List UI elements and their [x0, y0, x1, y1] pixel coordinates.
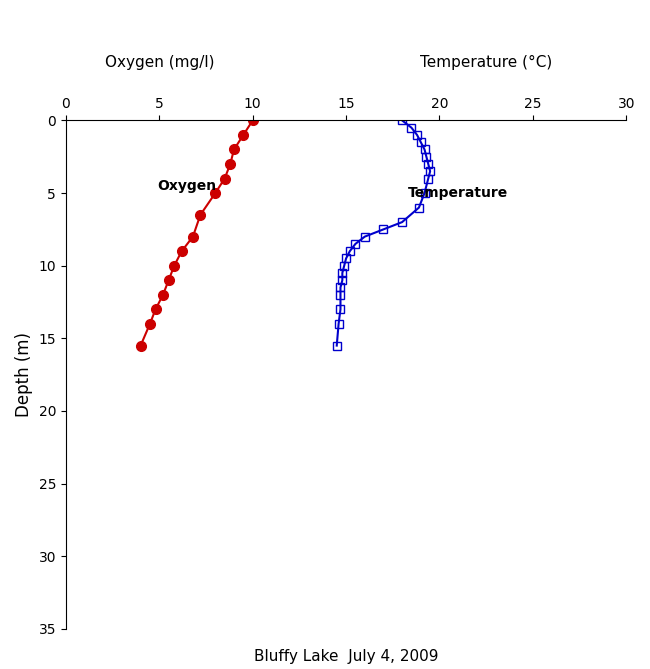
Oxygen [226, 160, 234, 168]
Oxygen [211, 189, 219, 197]
Oxygen [146, 320, 154, 328]
Temperature [337, 305, 344, 313]
Text: Bluffy Lake  July 4, 2009: Bluffy Lake July 4, 2009 [254, 649, 438, 664]
Temperature [339, 276, 346, 284]
Temperature [398, 116, 406, 124]
Temperature [342, 254, 350, 262]
Temperature [335, 320, 343, 328]
Temperature [421, 145, 428, 153]
Oxygen [164, 276, 172, 284]
Temperature [424, 175, 432, 183]
Text: Oxygen: Oxygen [158, 179, 217, 193]
Temperature [337, 284, 344, 292]
Oxygen [136, 342, 144, 350]
Temperature [352, 240, 359, 248]
Temperature [408, 124, 415, 132]
Temperature [339, 269, 346, 277]
Temperature [398, 218, 406, 226]
Temperature [361, 233, 369, 241]
Oxygen [249, 116, 257, 124]
Oxygen [221, 175, 229, 183]
Temperature [422, 153, 430, 161]
Text: Temperature: Temperature [408, 186, 508, 200]
Temperature [333, 342, 341, 350]
Temperature [415, 203, 422, 211]
Temperature [341, 262, 348, 270]
Temperature [413, 131, 421, 139]
Temperature [426, 167, 434, 175]
Temperature [380, 225, 387, 233]
Oxygen [178, 247, 186, 255]
Oxygen [230, 145, 238, 153]
Oxygen [239, 131, 247, 139]
Oxygen [159, 291, 167, 299]
Text: Temperature (°C): Temperature (°C) [420, 55, 552, 70]
Oxygen [170, 262, 178, 270]
Oxygen [189, 233, 197, 241]
Temperature [421, 189, 428, 197]
Temperature [346, 247, 354, 255]
Line: Temperature: Temperature [333, 116, 434, 350]
Temperature [417, 138, 424, 147]
Line: Oxygen: Oxygen [136, 116, 257, 351]
Oxygen [196, 211, 204, 219]
Oxygen [151, 305, 159, 313]
Y-axis label: Depth (m): Depth (m) [15, 332, 33, 417]
Text: Oxygen (mg/l): Oxygen (mg/l) [105, 55, 214, 70]
Temperature [424, 160, 432, 168]
Temperature [337, 291, 344, 299]
